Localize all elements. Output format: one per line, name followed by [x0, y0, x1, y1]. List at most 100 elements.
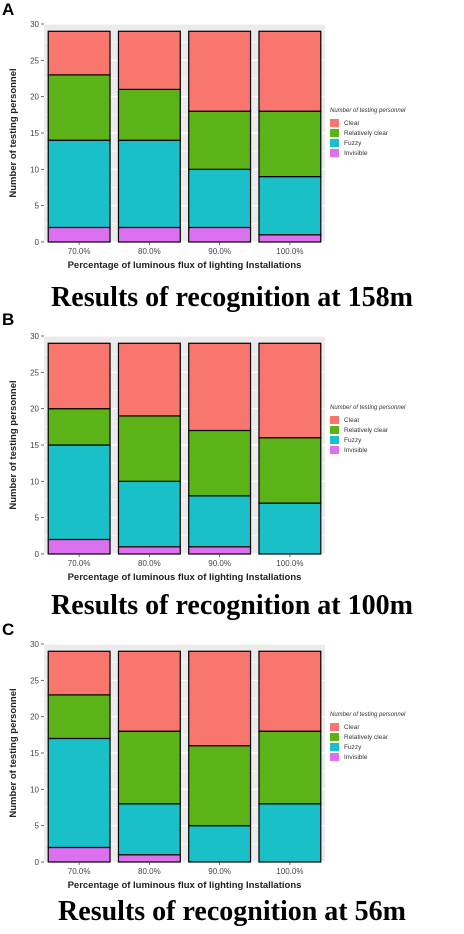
bar-segment-relatively-clear	[117, 88, 181, 141]
y-tick-label: 20	[30, 713, 39, 722]
legend-swatch-clear	[330, 416, 339, 424]
bar-segment-clear	[117, 342, 181, 417]
bar-segment-clear	[117, 30, 181, 91]
legend: Number of testing personnel Clear Relati…	[330, 405, 460, 455]
legend-label: Clear	[344, 723, 360, 731]
y-tick-label: 30	[30, 640, 39, 649]
x-tick-label: 70.0%	[68, 247, 91, 256]
bar-segment-invisible	[188, 546, 252, 555]
bar-segment-clear	[188, 650, 252, 747]
legend-swatch-fuzzy	[330, 743, 339, 751]
y-axis-label: Number of testing personnel	[8, 380, 19, 509]
bar-segment-fuzzy	[188, 825, 252, 863]
bar-segment-invisible	[47, 846, 111, 863]
bar-segment-invisible	[117, 546, 181, 555]
x-axis-label: Percentage of luminous flux of lighting …	[68, 572, 302, 583]
y-tick-label: 25	[30, 676, 39, 685]
bar-segment-relatively-clear	[188, 110, 252, 170]
bar-segment-relatively-clear	[47, 74, 111, 141]
bar-segment-relatively-clear	[117, 730, 181, 805]
y-tick-label: 15	[30, 749, 39, 758]
legend-title: Number of testing personnel	[330, 405, 406, 411]
legend-label: Invisible	[344, 753, 368, 761]
stacked-bar-chart-b: 0 5 10 15 20 25 30 70.0% 80.0% 90.0% 100.0% Percent…	[8, 332, 325, 583]
bar-segment-clear	[47, 30, 111, 76]
legend-swatch-fuzzy	[330, 139, 339, 147]
chart-panel-a: A 0 5 10 15 20 25 30 70.0% 80.0% 90.0% 100.0% Perce…	[0, 0, 464, 313]
bar-segment-fuzzy	[47, 737, 111, 849]
bar-segment-invisible	[258, 234, 322, 243]
y-tick-label: 25	[30, 368, 39, 377]
x-tick-label: 80.0%	[138, 559, 161, 568]
legend-title: Number of testing personnel	[330, 712, 406, 718]
bar-segment-clear	[188, 30, 252, 112]
bar-segment-invisible	[188, 226, 252, 243]
legend-item-fuzzy: Fuzzy	[330, 742, 460, 752]
bar-segment-clear	[258, 30, 322, 112]
bar-segment-relatively-clear	[188, 745, 252, 827]
chart-panel-b: B 0 5 10 15 20 25 30 70.0% 80.0% 90.0% 100.0% Perce…	[0, 310, 464, 621]
legend-label: Relatively clear	[344, 129, 389, 137]
y-tick-label: 15	[30, 441, 39, 450]
bar-segment-relatively-clear	[258, 437, 322, 504]
legend-label: Clear	[344, 416, 360, 424]
legend-label: Fuzzy	[344, 743, 362, 751]
y-tick-label: 5	[35, 514, 40, 523]
bar-segment-relatively-clear	[188, 429, 252, 497]
bar-segment-relatively-clear	[47, 694, 111, 740]
legend-item-invisible: Invisible	[330, 148, 460, 158]
bar-segment-fuzzy	[47, 139, 111, 229]
legend: Number of testing personnel Clear Relati…	[330, 108, 460, 158]
legend-item-fuzzy: Fuzzy	[330, 138, 460, 148]
legend-swatch-relatively-clear	[330, 129, 339, 137]
bar-segment-fuzzy	[117, 803, 181, 856]
panel-label: A	[2, 0, 15, 19]
bar-segment-clear	[117, 650, 181, 732]
x-tick-label: 90.0%	[208, 867, 231, 876]
bar-segment-invisible	[47, 226, 111, 243]
legend-item-relatively-clear: Relatively clear	[330, 128, 460, 138]
legend-label: Clear	[344, 119, 360, 127]
y-tick-label: 10	[30, 477, 39, 486]
legend-item-invisible: Invisible	[330, 752, 460, 762]
legend-swatch-fuzzy	[330, 436, 339, 444]
legend-item-clear: Clear	[330, 415, 460, 425]
bar-segment-clear	[47, 650, 111, 696]
bar-segment-fuzzy	[188, 495, 252, 548]
x-axis-label: Percentage of luminous flux of lighting …	[68, 260, 302, 271]
bar-segment-fuzzy	[117, 139, 181, 229]
legend-label: Relatively clear	[344, 426, 389, 434]
legend-item-relatively-clear: Relatively clear	[330, 425, 460, 435]
y-tick-label: 0	[35, 858, 40, 867]
x-tick-label: 80.0%	[138, 247, 161, 256]
legend-swatch-clear	[330, 119, 339, 127]
bar-segment-invisible	[47, 538, 111, 555]
y-tick-label: 5	[35, 202, 40, 211]
legend-swatch-relatively-clear	[330, 733, 339, 741]
x-tick-label: 100.0%	[276, 247, 303, 256]
y-tick-label: 20	[30, 405, 39, 414]
panel-label: C	[2, 620, 15, 639]
bar-segment-fuzzy	[188, 168, 252, 229]
y-tick-label: 0	[35, 238, 40, 247]
panel-caption: Results of recognition at 158m	[51, 282, 413, 313]
y-tick-label: 20	[30, 93, 39, 102]
bar-segment-relatively-clear	[258, 110, 322, 178]
bar-segment-relatively-clear	[117, 415, 181, 482]
y-tick-label: 5	[35, 822, 40, 831]
y-tick-label: 25	[30, 56, 39, 65]
legend-label: Relatively clear	[344, 733, 389, 741]
x-tick-label: 100.0%	[276, 559, 303, 568]
panel-label: B	[2, 310, 15, 329]
bar-segment-fuzzy	[258, 803, 322, 863]
legend: Number of testing personnel Clear Relati…	[330, 712, 460, 762]
bar-segment-clear	[47, 342, 111, 410]
x-axis-label: Percentage of luminous flux of lighting …	[68, 880, 302, 891]
x-tick-label: 90.0%	[208, 247, 231, 256]
legend-swatch-clear	[330, 723, 339, 731]
legend-label: Fuzzy	[344, 139, 362, 147]
x-tick-label: 70.0%	[68, 867, 91, 876]
x-tick-label: 70.0%	[68, 559, 91, 568]
bar-segment-fuzzy	[117, 480, 181, 548]
bar-segment-invisible	[117, 854, 181, 863]
